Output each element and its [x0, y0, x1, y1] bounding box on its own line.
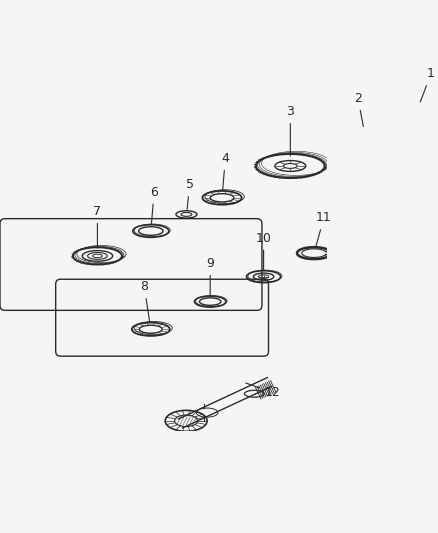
Text: 3: 3	[286, 105, 293, 156]
Text: 12: 12	[245, 383, 280, 399]
Text: 10: 10	[255, 231, 271, 270]
Text: 6: 6	[150, 185, 158, 224]
Text: 8: 8	[140, 280, 149, 322]
Text: 1: 1	[419, 67, 434, 102]
Text: 9: 9	[206, 257, 214, 295]
Text: 2: 2	[353, 92, 363, 126]
Text: 7: 7	[93, 205, 101, 248]
Text: 5: 5	[185, 178, 193, 209]
Text: 11: 11	[315, 211, 331, 247]
Text: 4: 4	[221, 152, 229, 191]
